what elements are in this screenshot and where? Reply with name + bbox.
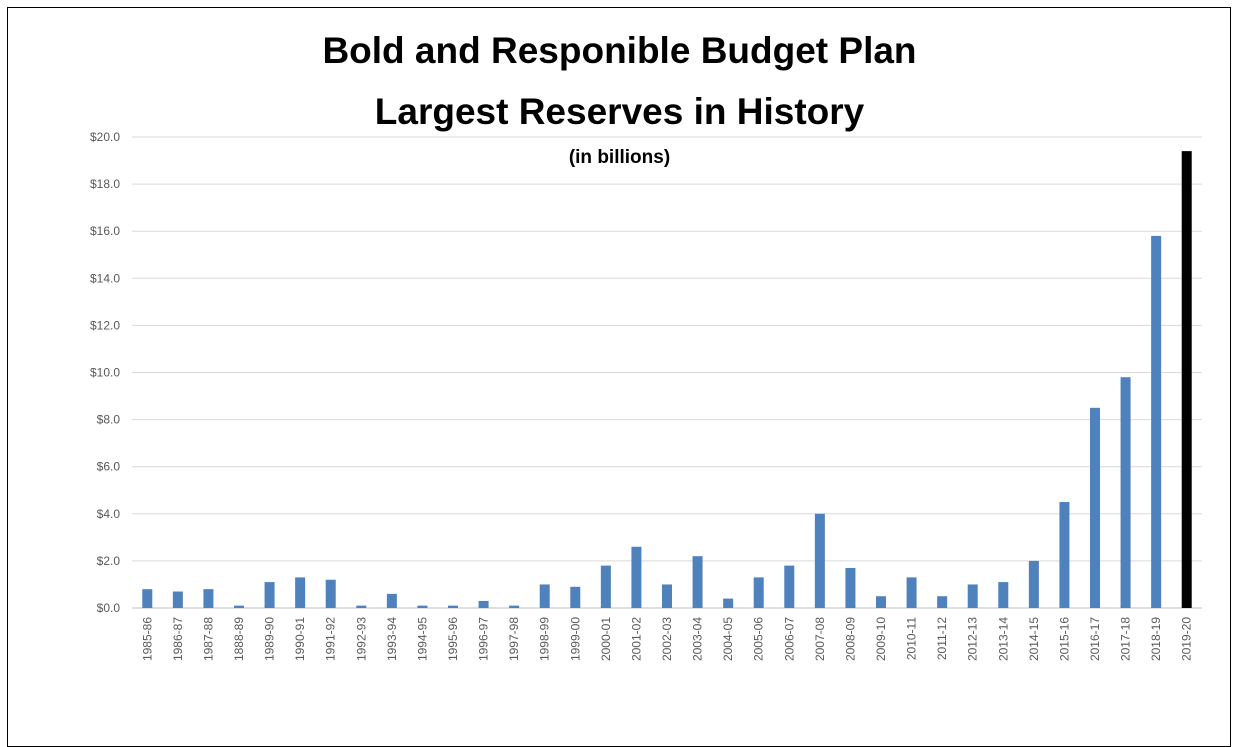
x-tick-label: 2017-18 xyxy=(1119,617,1133,661)
bar-2011-12 xyxy=(937,596,948,608)
chart-frame xyxy=(7,7,1231,747)
y-tick-label: $16.0 xyxy=(90,224,120,238)
y-tick-label: $20.0 xyxy=(90,130,120,144)
x-tick-label: 2008-09 xyxy=(843,617,857,661)
x-tick-label: 2004-05 xyxy=(721,617,735,661)
x-tick-label: 2006-07 xyxy=(782,617,796,661)
bar-1996-97 xyxy=(478,600,489,608)
y-tick-label: $14.0 xyxy=(90,271,120,285)
x-tick-label: 2012-13 xyxy=(966,617,980,661)
x-tick-label: 1997-98 xyxy=(507,617,521,661)
bar-1997-98 xyxy=(509,605,520,608)
bar-2003-04 xyxy=(692,556,703,608)
bar-2005-06 xyxy=(753,577,764,608)
x-tick-label: 1999-00 xyxy=(568,617,582,661)
bar-2013-14 xyxy=(998,582,1009,608)
y-tick-label: $6.0 xyxy=(97,460,121,474)
x-tick-label: 2000-01 xyxy=(599,617,613,661)
x-tick-label: 2016-17 xyxy=(1088,617,1102,661)
bar-2008-09 xyxy=(845,567,856,608)
x-tick-label: 1990-91 xyxy=(293,617,307,661)
bar-1993-94 xyxy=(386,593,397,608)
y-tick-label: $10.0 xyxy=(90,366,120,380)
x-tick-label: 1987-88 xyxy=(201,617,215,661)
x-tick-label: 2018-19 xyxy=(1149,617,1163,661)
bar-2019-20 xyxy=(1181,151,1192,608)
chart-subtitle: Largest Reserves in History xyxy=(374,91,865,132)
y-tick-label: $8.0 xyxy=(97,413,121,427)
x-tick-label: 2001-02 xyxy=(629,617,643,661)
x-axis-labels: 1985-86 1986-87 1987-88 1888-89 1989-90 1990-… xyxy=(140,617,1193,661)
x-tick-label: 2011-12 xyxy=(935,617,949,660)
x-tick-label: 2013-14 xyxy=(996,617,1010,661)
bar-1995-96 xyxy=(448,605,458,608)
x-tick-label: 2010-11 xyxy=(905,617,919,660)
bar-2017-18 xyxy=(1120,377,1131,608)
bar-2002-03 xyxy=(662,584,672,608)
x-tick-label: 1994-95 xyxy=(415,617,429,661)
bar-2004-05 xyxy=(723,598,734,608)
bar-2000-01 xyxy=(600,565,611,608)
x-tick-label: 2014-15 xyxy=(1027,617,1041,661)
bar-1992-93 xyxy=(356,605,367,608)
x-tick-label: 1888-89 xyxy=(232,617,246,661)
x-tick-label: 2002-03 xyxy=(660,617,674,661)
bar-2015-16 xyxy=(1059,502,1070,608)
y-tick-label: $2.0 xyxy=(97,554,121,568)
bar-1989-90 xyxy=(264,582,275,608)
x-tick-label: 1991-92 xyxy=(324,617,338,661)
bar-2007-08 xyxy=(814,513,825,608)
x-tick-label: 2009-10 xyxy=(874,617,888,661)
x-tick-label: 1998-99 xyxy=(538,617,552,661)
x-tick-label: 1996-97 xyxy=(477,617,491,661)
gridlines xyxy=(132,136,1202,609)
y-tick-label: $0.0 xyxy=(97,601,121,615)
x-tick-label: 2015-16 xyxy=(1057,617,1071,661)
bar-1991-92 xyxy=(325,579,336,608)
bar-2010-11 xyxy=(906,577,917,608)
bar-2018-19 xyxy=(1151,235,1162,608)
bar-1994-95 xyxy=(417,605,428,608)
chart-title: Bold and Responible Budget Plan xyxy=(322,30,917,71)
y-tick-label: $4.0 xyxy=(97,507,121,521)
bar-1998-99 xyxy=(539,584,550,608)
bar-2014-15 xyxy=(1028,560,1039,608)
bar-1888-89 xyxy=(234,605,244,608)
x-tick-label: 2007-08 xyxy=(813,617,827,661)
x-tick-label: 2005-06 xyxy=(752,617,766,661)
bar-1985-86 xyxy=(142,589,153,608)
bar-2016-17 xyxy=(1090,407,1100,608)
bar-2001-02 xyxy=(631,546,642,608)
x-tick-label: 1993-94 xyxy=(385,617,399,661)
bar-2012-13 xyxy=(967,584,978,608)
bars xyxy=(142,151,1192,608)
x-tick-label: 1985-86 xyxy=(140,617,154,661)
y-tick-label: $12.0 xyxy=(90,318,120,332)
bar-1987-88 xyxy=(203,589,214,608)
x-tick-label: 2019-20 xyxy=(1180,617,1194,661)
bar-1990-91 xyxy=(295,577,306,608)
y-tick-label: $18.0 xyxy=(90,177,120,191)
bar-2009-10 xyxy=(876,596,886,608)
x-tick-label: 1992-93 xyxy=(354,617,368,661)
x-tick-label: 1995-96 xyxy=(446,617,460,661)
x-tick-label: 2003-04 xyxy=(691,617,705,661)
chart-units-note: (in billions) xyxy=(568,147,671,168)
bar-1986-87 xyxy=(172,591,183,608)
y-axis-labels: $0.0 $2.0 $4.0 $6.0 $8.0 $10.0 $12.0 $14.0 $16.0… xyxy=(90,130,120,615)
x-tick-label: 1989-90 xyxy=(263,617,277,661)
bar-1999-00 xyxy=(570,586,581,608)
x-tick-label: 1986-87 xyxy=(171,617,185,661)
bar-2006-07 xyxy=(784,565,795,608)
